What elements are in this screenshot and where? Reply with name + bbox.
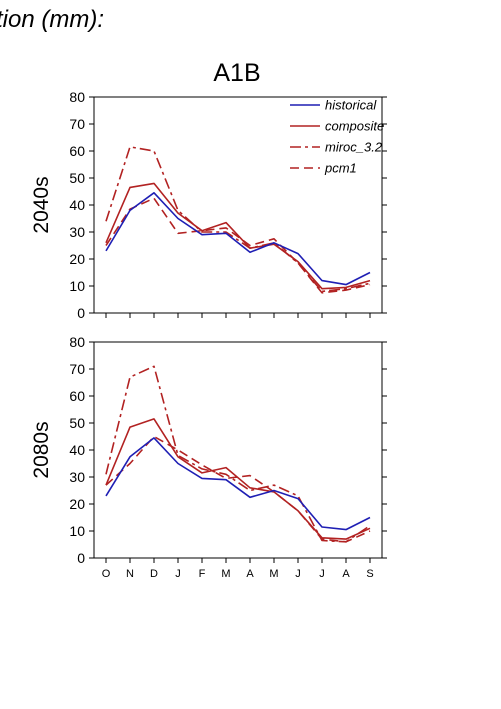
y-tick-label: 50 xyxy=(69,170,85,186)
series-line-composite xyxy=(105,418,371,540)
series-line-miroc-3-2 xyxy=(105,365,371,543)
series-line-composite xyxy=(105,182,371,290)
x-tick-label: A xyxy=(342,568,350,580)
y-tick-label: 0 xyxy=(77,550,85,566)
figure-heading: tion (mm): xyxy=(0,6,104,33)
scenario-title: A1B xyxy=(213,59,260,87)
y-tick-label: 10 xyxy=(69,278,85,294)
x-tick-label: M xyxy=(221,568,230,580)
panel-2080s: 0 10 20 30 40 50 60 70 80 O N D J F M A M J J A S 2080s xyxy=(30,334,387,580)
x-tick-label: A xyxy=(246,568,254,580)
y-tick-label: 0 xyxy=(77,305,85,321)
y-axis-label: 2080s xyxy=(30,421,53,478)
x-tick-label: D xyxy=(150,568,158,580)
x-tick-label: F xyxy=(199,568,206,580)
x-tick-label: S xyxy=(366,568,373,580)
y-tick-label: 70 xyxy=(69,116,85,132)
legend-entry: historical xyxy=(325,98,377,113)
y-tick-label: 60 xyxy=(69,143,85,159)
legend-entry: composite xyxy=(325,119,384,134)
legend-entry: pcm1 xyxy=(324,161,357,176)
y-tick-label: 40 xyxy=(69,442,85,458)
x-tick-label: M xyxy=(269,568,278,580)
y-tick-label: 30 xyxy=(69,224,85,240)
y-tick-label: 20 xyxy=(69,251,85,267)
series-line-miroc-3-2 xyxy=(105,146,371,293)
y-tick-label: 70 xyxy=(69,361,85,377)
series-line-historical xyxy=(105,437,371,531)
series-line-historical xyxy=(105,192,371,286)
x-tick-label: J xyxy=(319,568,325,580)
plot-frame xyxy=(93,341,383,559)
series-line-pcm1 xyxy=(105,197,371,294)
x-tick-label: J xyxy=(295,568,301,580)
x-tick-label: O xyxy=(102,568,111,580)
y-tick-label: 80 xyxy=(69,334,85,350)
panel-2040s: 0 10 20 30 40 50 60 70 80 2040s historical composit… xyxy=(30,89,387,321)
y-tick-label: 40 xyxy=(69,197,85,213)
y-tick-label: 10 xyxy=(69,523,85,539)
y-tick-label: 80 xyxy=(69,89,85,105)
x-tick-label: N xyxy=(126,568,134,580)
y-tick-label: 50 xyxy=(69,415,85,431)
y-tick-label: 30 xyxy=(69,469,85,485)
y-axis-label: 2040s xyxy=(30,176,53,233)
y-tick-label: 20 xyxy=(69,496,85,512)
x-tick-label: J xyxy=(175,568,181,580)
legend-entry: miroc_3.2 xyxy=(325,140,383,155)
y-tick-label: 60 xyxy=(69,388,85,404)
